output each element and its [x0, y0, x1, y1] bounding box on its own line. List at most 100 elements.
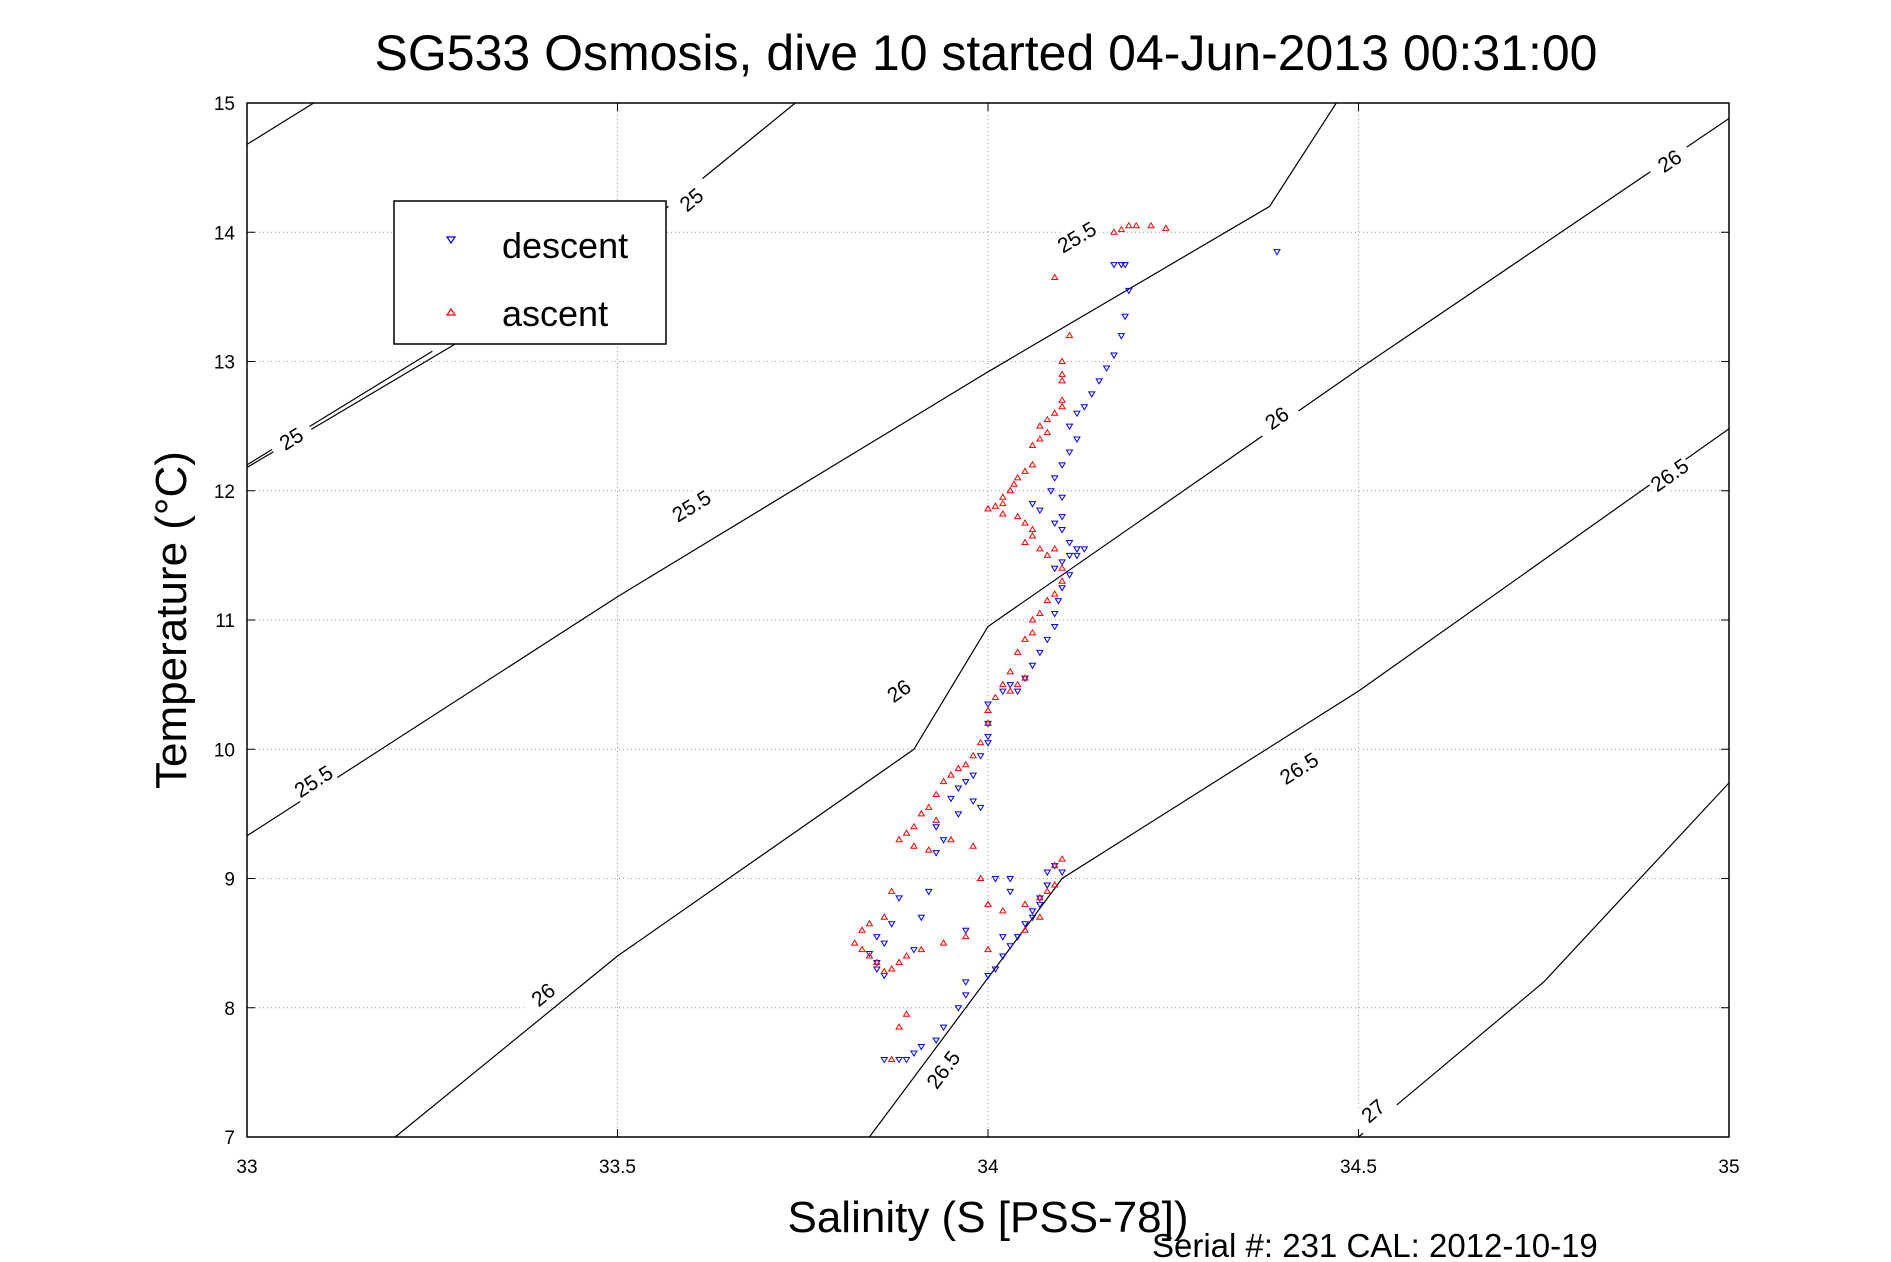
- ascent-point: [1010, 480, 1018, 487]
- ascent-point: [984, 706, 992, 713]
- ascent-point: [998, 510, 1007, 517]
- descent-point: [1050, 863, 1059, 870]
- descent-point: [932, 850, 941, 857]
- chart-title: SG533 Osmosis, dive 10 started 04-Jun-20…: [375, 25, 1598, 81]
- ascent-point: [1132, 221, 1141, 229]
- descent-point: [1035, 901, 1044, 909]
- descent-point: [1050, 611, 1059, 618]
- ascent-point: [947, 771, 955, 778]
- descent-point: [1102, 365, 1111, 372]
- ascent-point: [1050, 273, 1059, 280]
- descent-point: [1028, 501, 1037, 508]
- x-tick-label: 34.5: [1340, 1157, 1377, 1178]
- descent-point: [1050, 623, 1059, 631]
- ascent-point: [1021, 926, 1029, 933]
- descent-point: [1028, 914, 1037, 922]
- contour-label-bg: [1348, 1087, 1398, 1135]
- descent-point: [895, 1056, 903, 1064]
- descent-point: [1028, 908, 1037, 915]
- ascent-point: [1021, 467, 1029, 474]
- descent-point: [1058, 527, 1066, 534]
- descent-point: [991, 876, 1000, 883]
- ascent-point: [902, 1010, 911, 1017]
- descent-point: [1050, 565, 1059, 573]
- contour-label-bg: [666, 176, 717, 224]
- ascent-point: [969, 842, 978, 849]
- density-contour-25-5: [246, 102, 1337, 837]
- descent-point: [939, 1024, 948, 1032]
- ascent-point: [1028, 441, 1037, 449]
- ascent-point: [1050, 880, 1059, 888]
- descent-point: [1054, 598, 1063, 605]
- ascent-point: [902, 829, 911, 836]
- ascent-point: [1035, 609, 1044, 617]
- ascent-point: [895, 1023, 903, 1030]
- ascent-point: [858, 926, 866, 933]
- contour-label-bg: [920, 1044, 967, 1095]
- descent-point: [1065, 572, 1074, 579]
- descent-point: [1043, 636, 1052, 644]
- descent-point: [939, 837, 948, 844]
- ascent-point: [880, 913, 889, 920]
- descent-point: [984, 740, 992, 747]
- ascent-point: [1050, 861, 1059, 869]
- ascent-point: [1028, 616, 1037, 623]
- ascent-point: [1035, 544, 1044, 552]
- ascent-point: [1161, 224, 1170, 231]
- descent-point: [954, 811, 963, 818]
- descent-point: [991, 966, 1000, 973]
- ascent-point: [858, 945, 866, 953]
- ascent-point: [1058, 376, 1066, 384]
- descent-point: [961, 779, 970, 786]
- x-tick-label: 33.5: [599, 1157, 636, 1178]
- ascent-point: [1006, 486, 1015, 494]
- descent-point: [984, 720, 992, 728]
- x-tick-label: 35: [1718, 1157, 1739, 1178]
- descent-point: [1124, 287, 1133, 295]
- ascent-point: [939, 939, 948, 946]
- contour-label-bg: [1051, 215, 1102, 259]
- descent-point: [1065, 423, 1074, 431]
- ascent-point: [932, 816, 941, 823]
- ascent-point: [887, 887, 896, 894]
- ascent-point: [887, 1055, 896, 1062]
- axis-ticks: 33 33.5 34 34.5 35 7 8 9 10 11 12 13 14 15: [214, 94, 1740, 1178]
- y-tick-label: 15: [214, 94, 235, 115]
- descent-point: [1006, 876, 1015, 883]
- ascent-point: [984, 900, 992, 907]
- descent-point: [1110, 352, 1118, 360]
- ascent-point: [998, 906, 1007, 914]
- ascent-point: [984, 504, 992, 512]
- legend-descent-marker: [445, 236, 457, 245]
- descent-point: [976, 753, 985, 760]
- ascent-point: [1058, 855, 1066, 862]
- descent-point: [1073, 436, 1081, 444]
- descent-point: [895, 895, 903, 902]
- descent-point: [1043, 882, 1052, 889]
- ascent-point: [895, 958, 903, 966]
- descent-point: [872, 960, 881, 967]
- descent-point: [1095, 378, 1104, 385]
- ascent-point: [924, 846, 933, 853]
- ascent-point: [1043, 428, 1052, 436]
- y-tick-label: 14: [214, 223, 236, 244]
- contour-label-bg: [874, 668, 924, 714]
- ascent-point: [954, 764, 963, 772]
- descent-point: [1080, 546, 1089, 553]
- ascent-point: [939, 777, 948, 785]
- descent-point: [961, 927, 970, 935]
- descent-point: [910, 1050, 918, 1057]
- descent-point: [984, 701, 992, 708]
- ascent-point: [1058, 396, 1066, 403]
- ascent-point: [1028, 532, 1037, 539]
- legend: descent ascent: [393, 200, 667, 345]
- descent-point: [954, 785, 963, 792]
- ascent-point: [1147, 221, 1155, 229]
- ascent-point: [969, 751, 978, 759]
- descent-point: [1073, 552, 1081, 560]
- descent-point: [1065, 539, 1074, 547]
- descent-point: [1073, 546, 1081, 553]
- descent-point: [1065, 552, 1074, 560]
- x-axis-label: Salinity (S [PSS-78]): [787, 1193, 1188, 1242]
- footer-serial-cal: Serial #: 231 CAL: 2012-10-19: [1152, 1227, 1598, 1262]
